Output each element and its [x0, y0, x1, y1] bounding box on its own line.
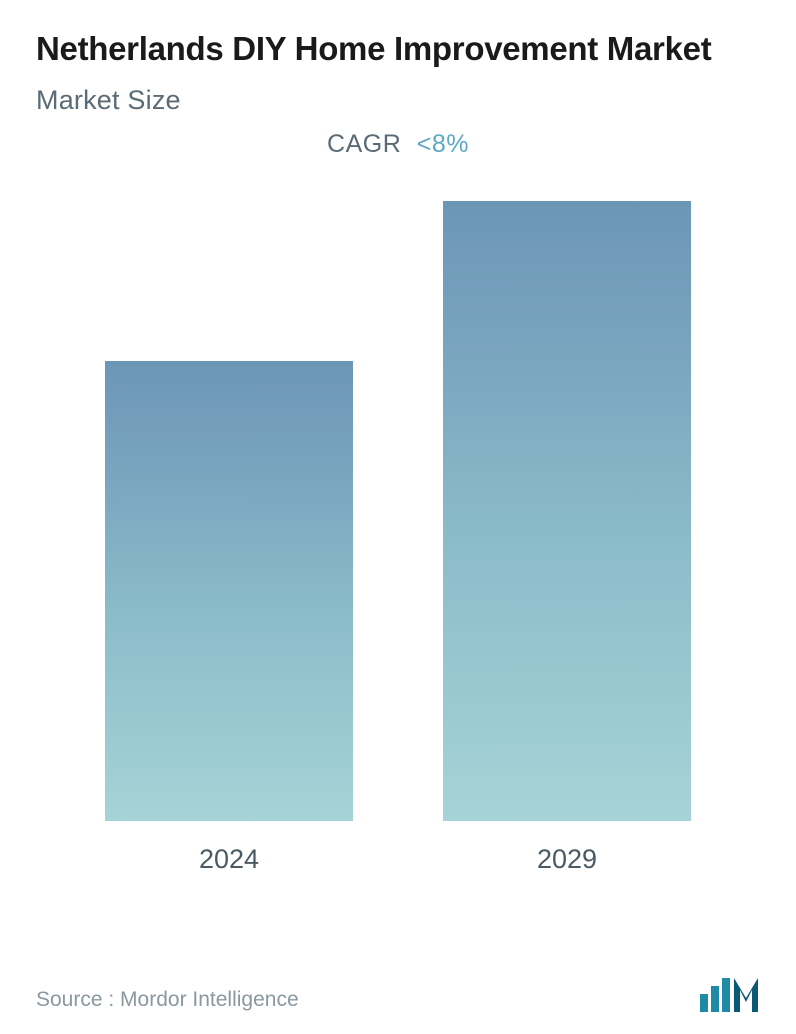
footer: Source : Mordor Intelligence — [36, 974, 760, 1012]
x-label: 2024 — [105, 844, 353, 875]
bar-chart: 2024 2029 — [36, 195, 760, 875]
bar-slot — [105, 361, 353, 821]
bars-container — [36, 201, 760, 821]
x-label: 2029 — [443, 844, 691, 875]
source-attribution: Source : Mordor Intelligence — [36, 988, 299, 1012]
cagr-indicator: CAGR <8% — [36, 130, 760, 159]
bar — [105, 361, 353, 821]
cagr-label: CAGR — [327, 130, 401, 158]
bar — [443, 201, 691, 821]
cagr-value: <8% — [417, 130, 469, 158]
mordor-logo-icon — [700, 974, 760, 1012]
bar-slot — [443, 201, 691, 821]
x-axis-labels: 2024 2029 — [36, 844, 760, 875]
page-title: Netherlands DIY Home Improvement Market — [36, 28, 760, 69]
subtitle: Market Size — [36, 85, 760, 116]
